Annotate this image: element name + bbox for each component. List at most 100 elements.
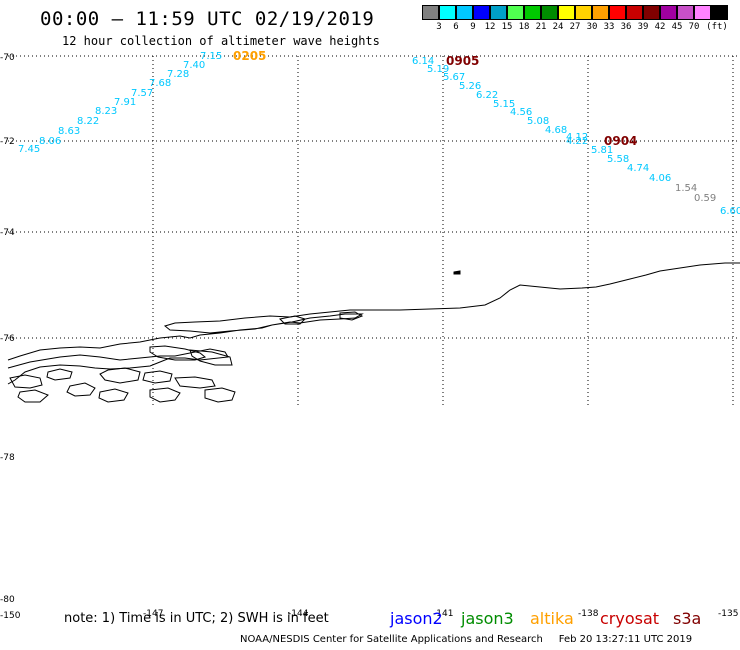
wave-height-value: 4.56 [510,107,532,118]
lat-label: -80 [0,595,15,605]
wave-height-value: 4.22 [566,136,588,147]
wave-height-value: 5.19 [427,64,449,75]
coastline-island [278,315,306,325]
scale-label: 24 [552,22,564,32]
map-gridlines [8,55,740,405]
wave-height-value: 4.12 [566,132,588,143]
lon-label: -144 [288,609,309,619]
coastline-island [98,388,129,403]
wave-height-value: 7.45 [18,144,40,155]
wave-height-value: 7.68 [149,78,171,89]
coastline-island [453,270,461,275]
footnote: note: 1) Time is in UTC; 2) SWH is in fe… [64,611,329,626]
wave-height-value: 5.81 [591,145,613,156]
lat-label: -72 [0,137,15,147]
scale-swatch [541,5,558,20]
coastline-main [7,262,740,361]
wave-height-value: 7.57 [131,88,153,99]
wave-height-value: 0.59 [694,193,716,204]
scale-swatch [439,5,456,20]
wave-height-value: 5.26 [459,81,481,92]
wave-height-value: 4.74 [627,163,649,174]
coastline-island [9,374,43,389]
scale-label: 12 [484,22,496,32]
lon-label: -138 [578,609,599,619]
satellite-legend-jason2: jason2 [390,609,443,628]
scale-swatch [575,5,592,20]
scale-label: 27 [569,22,581,32]
scale-label: 45 [671,22,683,32]
scale-label: 36 [620,22,632,32]
scale-swatch [422,5,439,20]
scale-swatch [694,5,711,20]
wave-height-value: 8.23 [95,106,117,117]
lon-label: -150 [0,611,21,621]
scale-label: 21 [535,22,547,32]
satellite-legend-jason3: jason3 [461,609,514,628]
scale-label: 70 [688,22,700,32]
coastline-island [142,370,173,384]
wave-height-value: 7.28 [167,69,189,80]
scale-swatch [626,5,643,20]
coastline-island [149,387,181,403]
scale-swatch [507,5,524,20]
scale-swatch [524,5,541,20]
wave-height-value: 4.68 [545,125,567,136]
scale-label: 30 [586,22,598,32]
lon-label: -147 [143,609,163,619]
lat-label: -76 [0,334,15,344]
wave-height-value: 6.22 [476,90,498,101]
scale-swatch [558,5,575,20]
coastline-island [17,389,49,403]
coastline-island [66,382,96,397]
satellite-legend-s3a: s3a [673,609,702,628]
wave-height-value: 5.67 [443,72,465,83]
credit-line: NOAA/NESDIS Center for Satellite Applica… [240,634,692,645]
scale-label: 6 [453,22,459,32]
scale-label: 15 [501,22,513,32]
lon-label: -141 [433,609,453,619]
wave-height-value: 6.14 [412,56,434,67]
wave-height-value: 5.58 [607,154,629,165]
scale-label: (ft) [706,22,728,32]
scale-label: 33 [603,22,615,32]
wave-height-value: 5.15 [493,99,515,110]
lat-label: -74 [0,228,15,238]
wave-height-value: 7.91 [114,97,136,108]
coastline-island [46,368,73,381]
wave-height-value: 7.40 [183,60,205,71]
latitude-labels: -70 -72 -74 -76 -78 -80 [0,53,15,605]
wave-height-value: 8.06 [39,136,61,147]
scale-swatch [609,5,626,20]
coastline-island [189,349,233,366]
scale-swatch [677,5,694,20]
scale-label: 39 [637,22,649,32]
scale-label: 3 [436,22,442,32]
altimeter-track-0905: 6.14 5.19 5.67 5.26 6.22 5.15 4.56 5.08 … [412,54,588,147]
coastline-island [174,376,216,389]
scale-label: 42 [654,22,666,32]
wave-height-value: 8.63 [58,126,80,137]
altimeter-track-0205: 7.45 8.06 8.63 8.22 8.23 7.91 7.57 7.68 … [18,49,266,155]
satellite-legend-altika: altika [530,609,574,628]
satellite-legend-cryosat: cryosat [600,609,660,628]
scale-swatch [473,5,490,20]
coastline-island [149,345,207,361]
wave-height-value: 8.22 [77,116,99,127]
lon-label: -135 [718,609,738,619]
lat-label: -78 [0,453,15,463]
page-title: 00:00 – 11:59 UTC 02/19/2019 [40,8,375,30]
scale-swatch [711,5,728,20]
scale-swatch [592,5,609,20]
wave-height-value: 5.08 [527,116,549,127]
scale-swatch [490,5,507,20]
scale-swatch [456,5,473,20]
scale-swatch [643,5,660,20]
altimeter-track-0904: 4.12 5.81 5.58 4.74 4.06 1.54 0.59 6.60 … [566,132,740,217]
wave-height-value: 7.15 [200,51,222,62]
wave-height-value: 6.60 [720,206,740,217]
scale-label: 9 [470,22,476,32]
wave-height-value: 4.06 [649,173,671,184]
credit-source: NOAA/NESDIS Center for Satellite Applica… [240,634,543,645]
